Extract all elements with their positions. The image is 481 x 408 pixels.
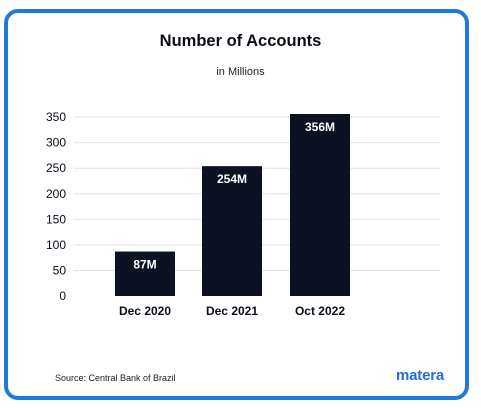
y-tick-label-150: 150 [46, 212, 66, 226]
chart-title: Number of Accounts [159, 32, 322, 50]
matera-logo: matera [396, 367, 444, 384]
x-tick-label: Dec 2020 [119, 304, 171, 318]
bar-dec-2021 [202, 166, 262, 296]
bar-value-label: 87M [133, 258, 156, 272]
bar-oct-2022 [290, 114, 350, 296]
y-tick-label-250: 250 [46, 161, 66, 175]
bar-dec-2020 [115, 251, 175, 296]
bar-value-label: 356M [305, 120, 335, 134]
y-tick-label-100: 100 [46, 238, 66, 252]
source-note: Source: Central Bank of Brazil [55, 373, 176, 383]
bar-value-label: 254M [217, 172, 247, 186]
x-tick-label: Dec 2021 [206, 304, 258, 318]
y-tick-label-0: 0 [59, 289, 66, 303]
y-tick-label-300: 300 [46, 136, 66, 150]
x-tick-label: Oct 2022 [295, 304, 345, 318]
chart-subtitle: in Millions [216, 66, 265, 78]
y-tick-label-200: 200 [46, 187, 66, 201]
y-tick-label-50: 50 [53, 263, 67, 277]
y-tick-label-350: 350 [46, 110, 66, 124]
